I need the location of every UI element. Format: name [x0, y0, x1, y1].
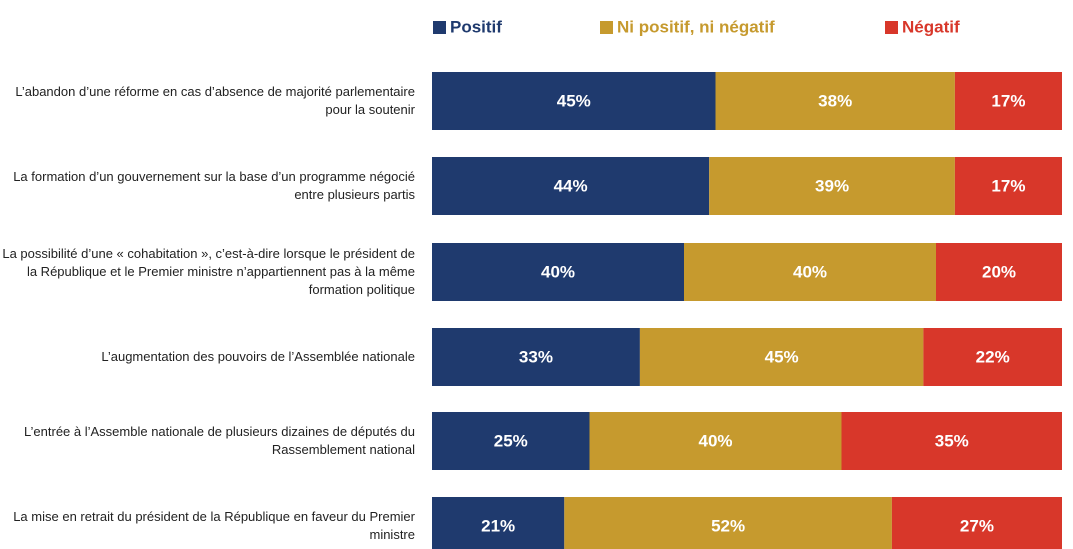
legend-swatch [433, 21, 446, 34]
value-label: 17% [991, 176, 1025, 195]
bar-segment [709, 157, 955, 215]
category-label: La mise en retrait du président de la Ré… [13, 509, 415, 542]
category-label: La possibilité d’une « cohabitation », c… [2, 246, 415, 297]
legend-label: Négatif [902, 17, 960, 36]
value-label: 21% [481, 516, 515, 535]
legend-label: Ni positif, ni négatif [617, 17, 775, 36]
bar-segment [432, 72, 716, 130]
bar-segment [432, 243, 684, 301]
legend-swatch [885, 21, 898, 34]
value-label: 27% [960, 516, 994, 535]
value-label: 17% [991, 91, 1025, 110]
value-label: 40% [541, 262, 575, 281]
bar-segment [639, 328, 924, 386]
value-label: 40% [793, 262, 827, 281]
bar-segment [684, 243, 936, 301]
value-label: 33% [519, 347, 553, 366]
category-label: La formation d’un gouvernement sur la ba… [13, 169, 415, 202]
bar-segment [891, 497, 1062, 549]
bar-segment [923, 328, 1062, 386]
value-label: 39% [815, 176, 849, 195]
value-label: 40% [698, 431, 732, 450]
bar-segment [715, 72, 955, 130]
value-label: 35% [935, 431, 969, 450]
value-label: 22% [976, 347, 1010, 366]
bar-segment [432, 412, 590, 470]
bar-segment [936, 243, 1062, 301]
value-label: 25% [494, 431, 528, 450]
bar-segment [432, 328, 640, 386]
bar-segment [954, 72, 1062, 130]
bar-segment [954, 157, 1062, 215]
bar-segment [841, 412, 1062, 470]
value-label: 52% [711, 516, 745, 535]
value-label: 45% [765, 347, 799, 366]
value-label: 45% [557, 91, 591, 110]
value-label: 44% [554, 176, 588, 195]
bar-segment [432, 497, 565, 549]
legend-swatch [600, 21, 613, 34]
legend-label: Positif [450, 17, 502, 36]
category-label: L’entrée à l’Assemble nationale de plusi… [24, 424, 415, 457]
bar-segment [589, 412, 842, 470]
category-label: L’augmentation des pouvoirs de l’Assembl… [101, 349, 415, 364]
value-label: 38% [818, 91, 852, 110]
category-label: L’abandon d’une réforme en cas d’absence… [15, 84, 415, 117]
bar-segment [432, 157, 710, 215]
bar-segment [564, 497, 892, 549]
value-label: 20% [982, 262, 1016, 281]
